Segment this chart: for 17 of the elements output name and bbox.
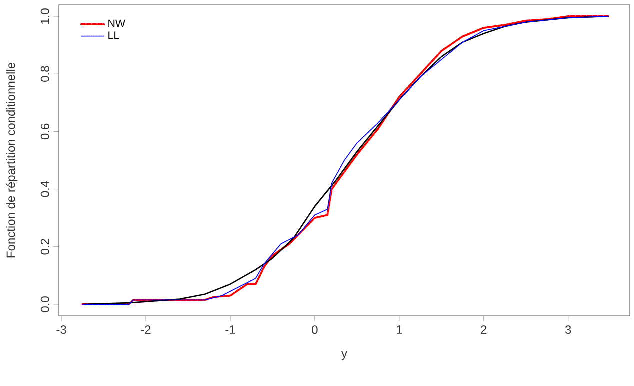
y-axis-title: Fonction de répartition conditionnelle — [6, 63, 18, 258]
legend-label: NW — [108, 20, 126, 28]
x-tick-label: -2 — [141, 326, 151, 334]
y-tick-label: 0.0 — [40, 296, 50, 312]
x-tick-label: -3 — [56, 326, 66, 334]
x-tick-label: 3 — [565, 326, 572, 334]
x-tick-label: 0 — [312, 326, 318, 334]
x-tick-label: -1 — [226, 326, 236, 334]
x-axis-title: y — [342, 351, 348, 360]
y-tick-label: 0.2 — [40, 239, 50, 255]
legend-label: LL — [108, 32, 120, 40]
y-tick-label: 0.8 — [40, 66, 50, 82]
y-tick-label: 0.4 — [40, 181, 50, 198]
x-tick-label: 2 — [481, 326, 487, 334]
y-tick-label: 1.0 — [40, 8, 50, 24]
y-tick-label: 0.6 — [40, 124, 50, 140]
x-tick-label: 1 — [397, 326, 402, 334]
